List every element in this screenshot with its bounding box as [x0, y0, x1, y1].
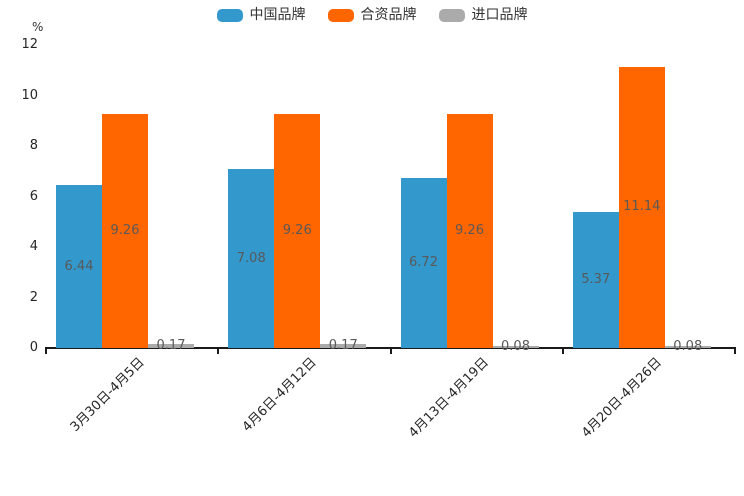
x-axis-category-label: 4月6日-4月12日: [240, 355, 320, 435]
legend-label: 进口品牌: [471, 7, 528, 23]
legend-item-2[interactable]: 合资品牌: [327, 7, 417, 23]
x-axis-tick: [45, 349, 47, 354]
bar[interactable]: [274, 114, 321, 348]
x-axis-category-label: 4月13日-4月19日: [406, 355, 493, 441]
x-axis-tick: [734, 349, 736, 354]
y-axis-tick-label: 10: [21, 87, 38, 103]
legend-swatch-icon: [216, 8, 243, 22]
bar[interactable]: [618, 66, 665, 348]
bar[interactable]: [400, 178, 447, 348]
y-axis-tick-label: 0: [29, 340, 38, 355]
bar[interactable]: [56, 185, 102, 348]
bar-value-label: 0.17: [156, 337, 186, 353]
bar-value-label: 0.08: [501, 338, 530, 354]
x-axis-category-label: 4月20日-4月26日: [578, 355, 665, 441]
bar-value-label: 9.26: [282, 223, 312, 239]
bar[interactable]: [228, 169, 275, 348]
y-axis-tick-label: 4: [29, 239, 38, 254]
bar[interactable]: [148, 343, 194, 348]
x-axis-line: [45, 347, 736, 349]
x-axis-tick: [561, 349, 564, 354]
x-axis-tick: [217, 349, 220, 354]
legend-label: 合资品牌: [360, 7, 417, 23]
chart-legend: 中国品牌 合资品牌 进口品牌: [0, 8, 744, 22]
y-axis-unit-label: %: [32, 20, 44, 34]
y-axis-tick-label: 12: [21, 37, 38, 52]
legend-item-1[interactable]: 中国品牌: [216, 7, 306, 23]
bar[interactable]: [446, 114, 493, 348]
bar[interactable]: [492, 345, 539, 348]
y-axis-tick-label: 2: [29, 289, 38, 305]
legend-label: 中国品牌: [249, 7, 306, 23]
bar-value-label: 5.37: [581, 272, 611, 288]
bar-value-label: 6.44: [64, 258, 94, 274]
bar[interactable]: [320, 343, 367, 348]
bar-value-label: 7.08: [236, 250, 266, 266]
legend-swatch-icon: [438, 8, 465, 22]
bar-value-label: 6.72: [409, 255, 438, 271]
bar-value-label: 11.14: [623, 199, 661, 215]
bar-value-label: 9.26: [455, 223, 484, 239]
x-axis-tick: [389, 349, 392, 354]
bar[interactable]: [664, 345, 711, 348]
bar-value-label: 0.08: [673, 338, 703, 354]
y-axis-tick-label: 6: [29, 188, 38, 204]
bar[interactable]: [572, 212, 619, 348]
bar[interactable]: [102, 114, 148, 348]
bar-value-label: 0.17: [328, 337, 358, 353]
legend-item-3[interactable]: 进口品牌: [438, 7, 528, 23]
x-axis-category-label: 3月30日-4月5日: [67, 355, 148, 435]
legend-swatch-icon: [327, 8, 354, 22]
bar-value-label: 9.26: [110, 223, 140, 239]
y-axis-tick-label: 8: [29, 138, 38, 153]
